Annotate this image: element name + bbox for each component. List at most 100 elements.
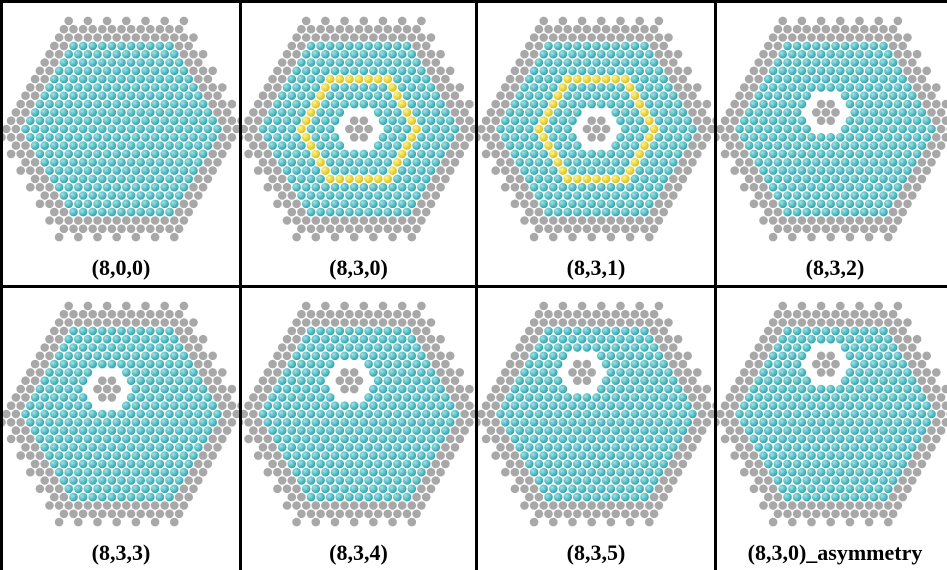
shell-atom bbox=[59, 41, 69, 51]
core-atom bbox=[59, 91, 69, 100]
core-atom bbox=[412, 409, 421, 419]
shell-atom bbox=[301, 501, 311, 510]
core-atom bbox=[45, 451, 54, 460]
core-atom bbox=[311, 467, 321, 477]
core-atom bbox=[826, 484, 835, 494]
core-atom bbox=[155, 343, 165, 352]
core-atom bbox=[160, 368, 169, 377]
core-atom bbox=[321, 368, 330, 377]
shell-atom bbox=[198, 368, 208, 377]
shell-atom bbox=[11, 426, 21, 435]
shell-atom bbox=[669, 174, 678, 184]
shell-atom bbox=[478, 418, 481, 427]
shell-atom bbox=[534, 224, 544, 234]
core-atom bbox=[802, 58, 811, 67]
core-atom bbox=[563, 443, 572, 452]
core-atom bbox=[388, 66, 397, 76]
core-atom bbox=[597, 351, 606, 361]
core-atom bbox=[170, 434, 179, 444]
core-atom bbox=[30, 393, 40, 402]
shell-atom bbox=[749, 182, 759, 192]
shell-atom bbox=[664, 33, 673, 42]
core-atom bbox=[45, 401, 54, 410]
core-atom bbox=[505, 141, 515, 150]
core-atom bbox=[659, 91, 668, 100]
core-atom bbox=[150, 182, 160, 192]
core-atom bbox=[136, 343, 145, 352]
core-atom bbox=[184, 443, 193, 452]
core-atom bbox=[388, 368, 397, 377]
core-atom bbox=[850, 492, 859, 502]
core-atom bbox=[397, 434, 407, 444]
core-atom bbox=[850, 393, 859, 402]
shell-atom bbox=[249, 426, 258, 435]
core-atom bbox=[908, 393, 917, 402]
core-atom bbox=[301, 66, 311, 76]
shell-atom bbox=[783, 509, 792, 519]
shell-atom bbox=[491, 418, 500, 427]
shell-atom bbox=[568, 517, 577, 527]
core-atom bbox=[301, 99, 311, 109]
core-atom bbox=[621, 492, 630, 502]
core-atom bbox=[879, 108, 888, 117]
core-atom bbox=[107, 41, 117, 51]
shell-atom bbox=[455, 133, 465, 142]
core-atom bbox=[840, 74, 850, 84]
core-atom bbox=[616, 99, 625, 109]
core-atom bbox=[378, 351, 388, 361]
shell-atom bbox=[587, 501, 596, 510]
core-atom bbox=[840, 141, 850, 150]
shell-atom bbox=[927, 158, 936, 167]
core-atom bbox=[330, 99, 340, 109]
core-atom bbox=[340, 83, 349, 92]
shell-atom bbox=[222, 141, 232, 150]
core-atom bbox=[768, 401, 778, 410]
core-atom bbox=[402, 409, 412, 419]
core-atom bbox=[510, 99, 520, 109]
shell-atom bbox=[645, 33, 654, 42]
core-atom bbox=[189, 451, 198, 460]
core-atom bbox=[388, 418, 397, 427]
core-atom bbox=[754, 91, 763, 100]
core-atom bbox=[102, 334, 112, 344]
core-atom bbox=[179, 351, 189, 361]
shell-atom bbox=[292, 199, 301, 209]
core-atom bbox=[330, 149, 340, 159]
core-atom bbox=[155, 207, 165, 217]
core-atom bbox=[412, 426, 421, 435]
core-atom bbox=[553, 459, 563, 469]
core-atom bbox=[616, 384, 625, 394]
shell-atom bbox=[717, 409, 725, 419]
core-atom bbox=[136, 426, 145, 435]
shell-atom bbox=[544, 509, 553, 519]
hole-atom bbox=[345, 376, 354, 385]
core-atom bbox=[544, 326, 553, 336]
shell-atom bbox=[664, 484, 673, 494]
core-atom bbox=[888, 393, 898, 402]
core-atom bbox=[893, 166, 903, 175]
core-atom bbox=[616, 182, 625, 192]
shell-atom bbox=[529, 216, 539, 225]
core-atom bbox=[78, 326, 88, 336]
core-atom bbox=[553, 141, 563, 150]
core-atom bbox=[869, 91, 879, 100]
core-atom bbox=[601, 58, 611, 67]
shell-atom bbox=[601, 309, 611, 319]
shell-atom bbox=[421, 191, 431, 200]
core-atom bbox=[165, 191, 174, 200]
core-atom bbox=[869, 476, 879, 485]
shell-atom bbox=[436, 451, 445, 460]
shell-atom bbox=[237, 117, 239, 125]
core-atom bbox=[821, 174, 831, 184]
shell-atom bbox=[491, 149, 500, 159]
shell-atom bbox=[297, 309, 306, 319]
core-atom bbox=[349, 83, 359, 92]
core-atom bbox=[879, 459, 888, 469]
core-atom bbox=[759, 384, 768, 394]
core-atom bbox=[273, 418, 282, 427]
core-atom bbox=[141, 199, 150, 209]
core-atom bbox=[54, 351, 64, 361]
shell-atom bbox=[735, 426, 744, 435]
core-atom bbox=[174, 108, 184, 117]
shell-atom bbox=[122, 16, 131, 26]
